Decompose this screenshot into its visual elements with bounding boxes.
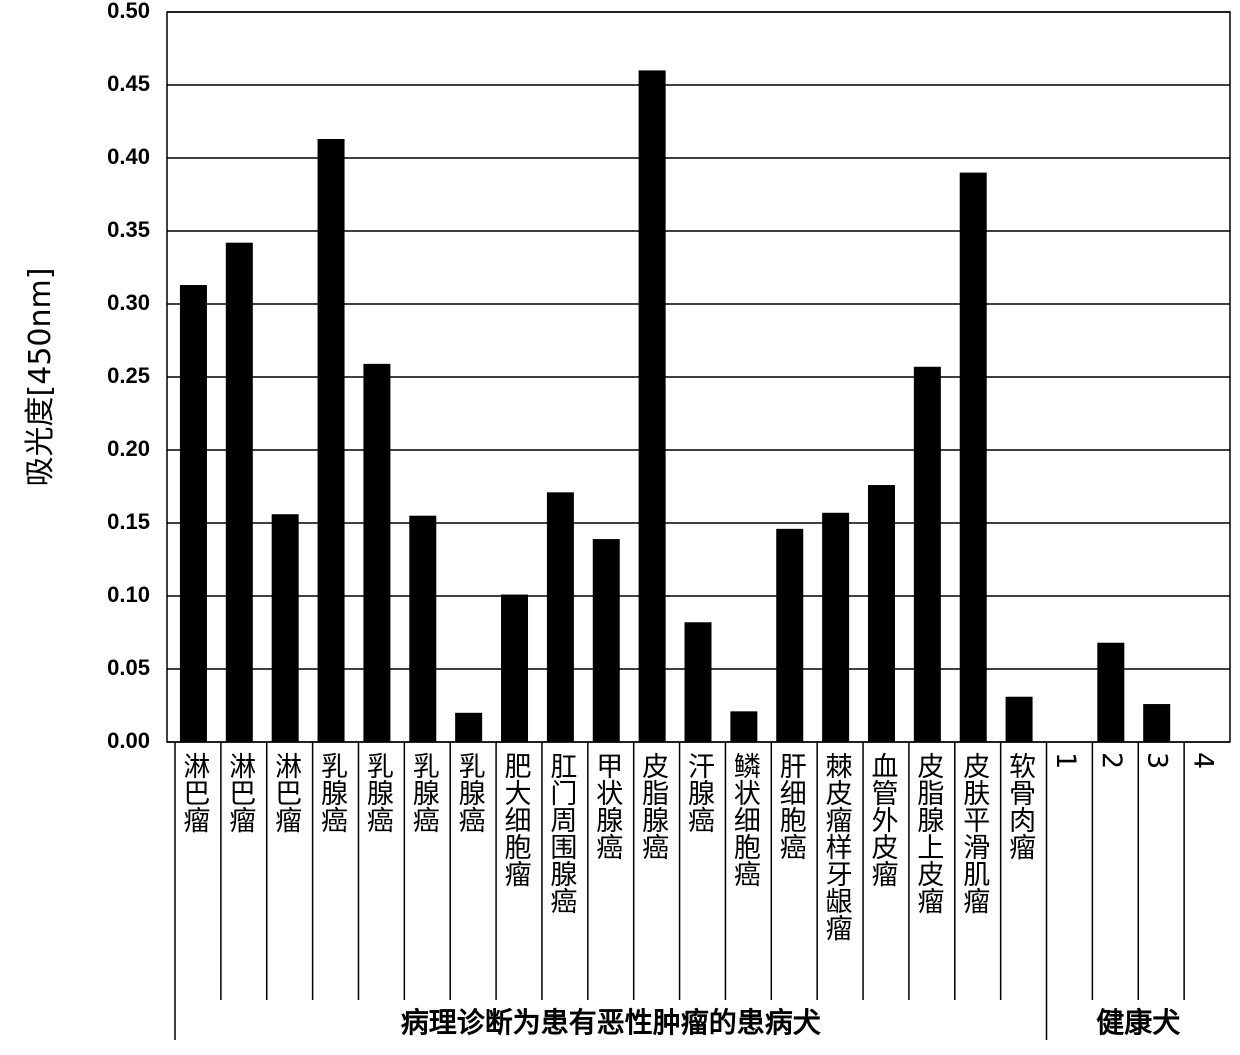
y-tick-label: 0.40 (107, 144, 150, 169)
bar (1143, 704, 1170, 742)
bar (914, 367, 941, 742)
x-tick-label: 乳腺癌 (316, 752, 348, 833)
x-tick-label: 软骨肉瘤 (1004, 752, 1035, 860)
x-tick-label: 乳腺癌 (362, 752, 394, 833)
bar (593, 539, 620, 742)
group-label: 病理诊断为患有恶性肿瘤的患病犬 (401, 1006, 821, 1039)
x-tick-label: 3 (1142, 752, 1173, 769)
y-tick-label: 0.15 (107, 509, 150, 534)
group-label: 健康犬 (1096, 1006, 1180, 1039)
bar (822, 513, 849, 742)
x-tick-label: 皮脂腺上皮瘤 (912, 752, 944, 914)
y-tick-label: 0.45 (107, 71, 150, 96)
x-tick-label: 淋巴瘤 (270, 752, 302, 833)
x-tick-label: 肝细胞癌 (775, 752, 807, 860)
y-tick-label: 0.10 (107, 582, 150, 607)
y-axis-label: 吸光度[450nm] (23, 268, 58, 487)
bar (960, 173, 987, 742)
bar (226, 243, 253, 742)
bar (1006, 697, 1033, 742)
x-tick-label: 棘皮瘤样牙龈瘤 (821, 752, 853, 941)
y-tick-label: 0.20 (107, 436, 150, 461)
y-tick-label: 0.05 (107, 655, 150, 680)
bar (363, 364, 390, 742)
bar (547, 492, 574, 742)
y-tick-label: 0.25 (107, 363, 150, 388)
x-tick-label: 4 (1188, 752, 1219, 769)
x-tick-label: 1 (1050, 752, 1081, 769)
bar (272, 514, 299, 742)
x-tick-label: 皮肤平滑肌瘤 (958, 752, 990, 914)
bar (868, 485, 895, 742)
bar (685, 622, 712, 742)
bar (409, 516, 436, 742)
x-tick-label: 肥大细胞瘤 (500, 752, 532, 887)
x-tick-label: 淋巴瘤 (224, 752, 256, 833)
x-tick-label: 皮脂腺癌 (637, 752, 669, 860)
chart: 吸光度[450nm] 0.00 0.05 0.10 0.15 0.20 0.25 0.30 0… (0, 0, 1240, 1055)
x-tick-label: 甲状腺癌 (591, 752, 623, 860)
x-tick-label: 血管外皮瘤 (866, 752, 898, 887)
bar (730, 711, 757, 742)
y-tick-label: 0.50 (107, 0, 150, 23)
bar (455, 713, 482, 742)
x-tick-label: 汗腺癌 (683, 752, 715, 833)
y-tick-label: 0.35 (107, 217, 150, 242)
x-tick-label: 2 (1096, 752, 1127, 769)
bar (180, 285, 207, 742)
bar (776, 529, 803, 742)
y-tick-label: 0.00 (107, 728, 150, 753)
x-tick-label: 肛门周围腺癌 (545, 752, 577, 914)
bar (501, 595, 528, 742)
x-tick-label: 鳞状细胞癌 (729, 752, 761, 887)
x-tick-label: 淋巴瘤 (178, 752, 210, 833)
bar (318, 139, 345, 742)
y-tick-label: 0.30 (107, 290, 150, 315)
bar (639, 70, 666, 742)
bar (1097, 643, 1124, 742)
x-tick-label: 乳腺癌 (408, 752, 440, 833)
x-tick-label: 乳腺癌 (454, 752, 486, 833)
